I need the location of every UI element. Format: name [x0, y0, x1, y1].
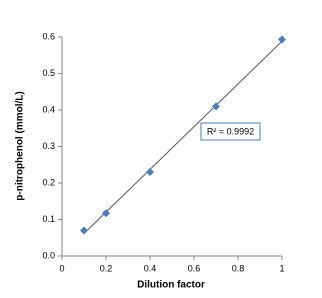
- y-tick-label: 0.4: [42, 104, 55, 114]
- x-axis-label: Dilution factor: [137, 280, 205, 291]
- point: [212, 102, 220, 111]
- y-tick-label: 0.3: [42, 141, 55, 151]
- x-tick-label: 0.4: [144, 263, 157, 273]
- y-tick-label: 0.6: [42, 31, 55, 41]
- x-tick-label: 0: [59, 263, 64, 273]
- annotation-box: [200, 122, 261, 141]
- point: [102, 209, 110, 218]
- y-tick-label: 0.2: [42, 177, 55, 187]
- x-tick-label: 0.6: [188, 263, 201, 273]
- annotation: R² = 0.9992: [207, 126, 254, 136]
- point: [278, 35, 286, 44]
- point: [80, 226, 88, 235]
- x-tick-label: 0.8: [232, 263, 245, 273]
- y-tick-label: 0.1: [42, 214, 55, 224]
- y-tick-label: 0.0: [42, 250, 55, 260]
- x-tick-label: 1: [279, 263, 284, 273]
- trendline: [83, 40, 283, 234]
- y-tick-label: 0.5: [42, 68, 55, 78]
- point: [146, 168, 154, 177]
- x-tick-label: 0.2: [100, 263, 113, 273]
- y-axis-label: p-nitrophenol (mmol/L): [15, 91, 26, 200]
